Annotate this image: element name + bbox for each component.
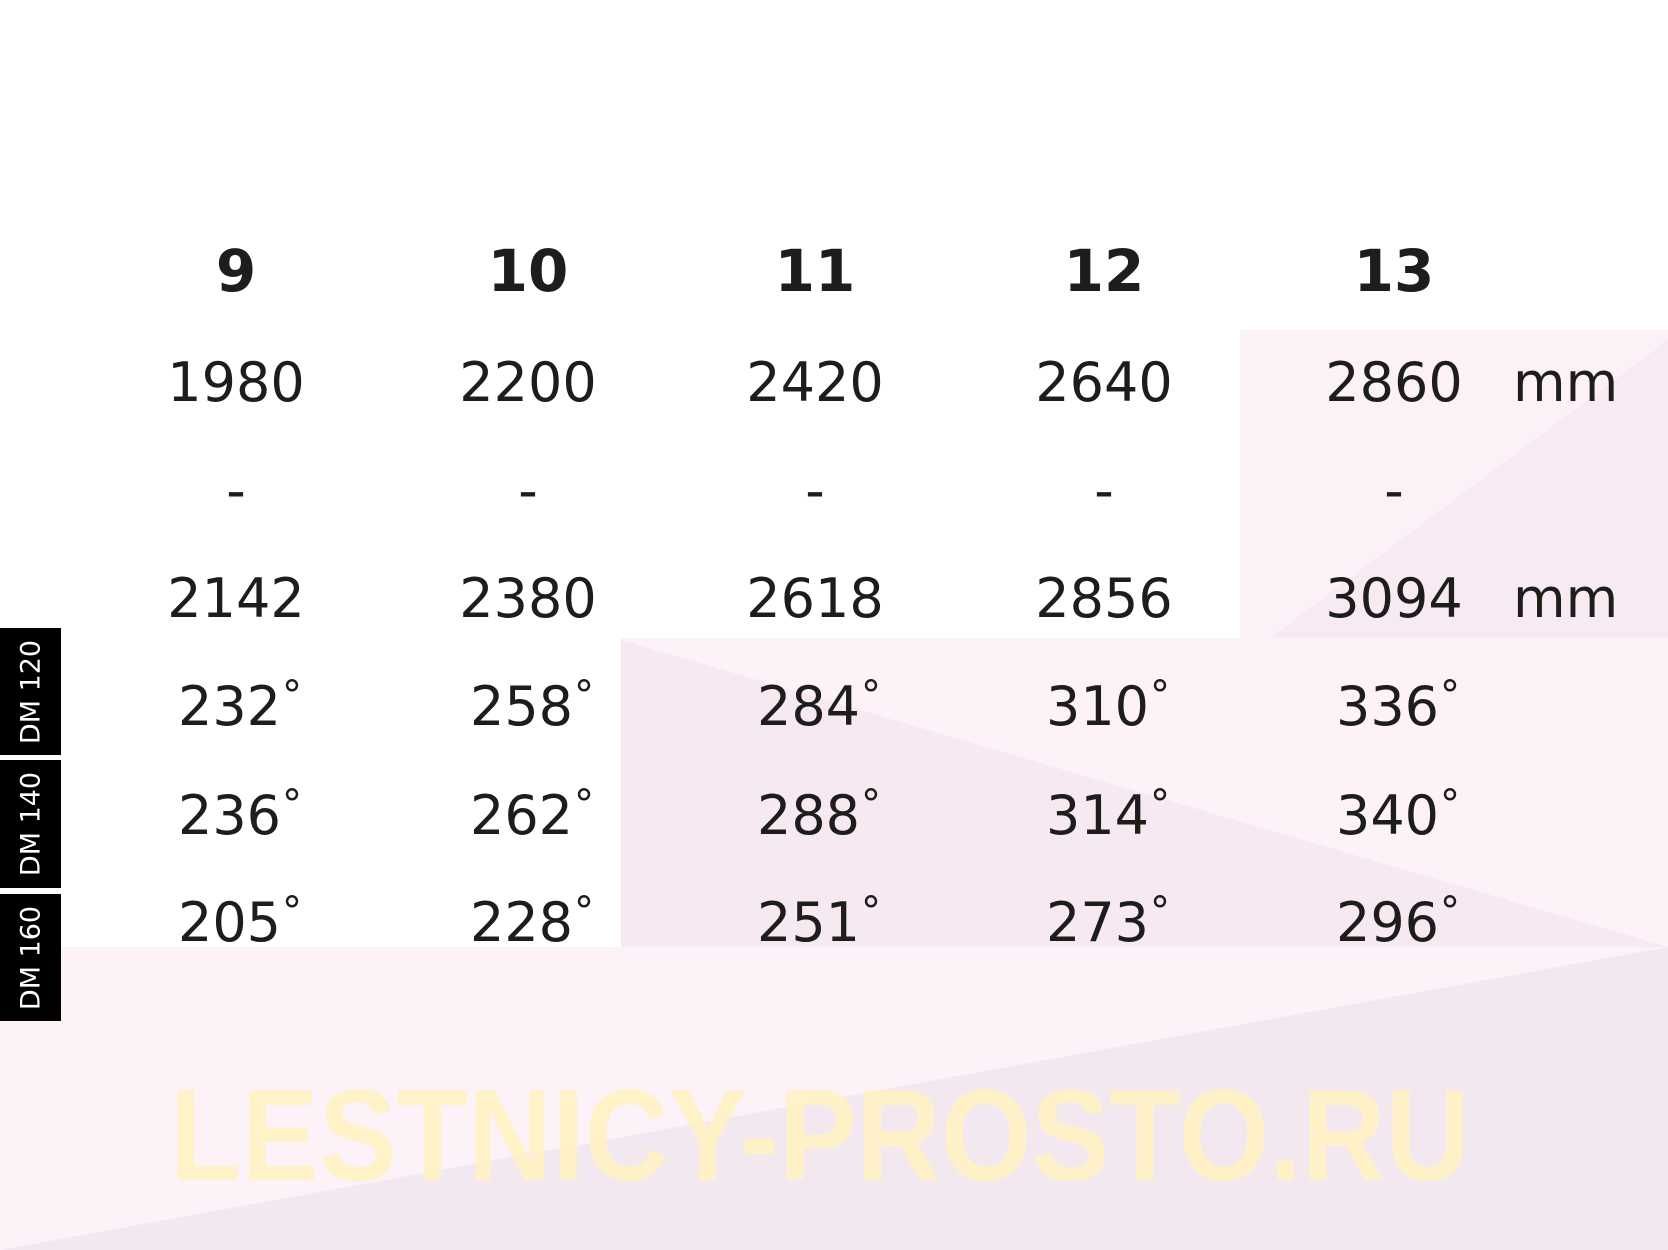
min-length: 2860 (1325, 351, 1463, 414)
min-length: 2420 (746, 351, 884, 414)
min-length: 2200 (459, 351, 597, 414)
angle-number: 273 (1045, 891, 1150, 954)
min-length: 2640 (1035, 351, 1173, 414)
row-label-text: DM 160 (15, 905, 46, 1010)
angle-number: 284 (756, 675, 861, 738)
max-length: 3094 (1325, 567, 1463, 630)
degree-symbol: ° (1440, 889, 1461, 935)
angle-number: 340 (1335, 784, 1440, 847)
degree-symbol: ° (861, 673, 882, 719)
degree-symbol: ° (574, 889, 595, 935)
column-header: 10 (487, 237, 569, 305)
degree-symbol: ° (1150, 673, 1171, 719)
angle-value: 314° (1046, 785, 1170, 843)
max-length: 2618 (746, 567, 884, 630)
max-length: 2856 (1035, 567, 1173, 630)
separator: - (1094, 459, 1114, 522)
angle-value: 262° (470, 785, 594, 843)
angle-value: 340° (1336, 785, 1460, 843)
angle-number: 228 (469, 891, 574, 954)
degree-symbol: ° (574, 673, 595, 719)
row-label-dm-120: DM 120 (0, 628, 61, 755)
angle-number: 296 (1335, 891, 1440, 954)
degree-symbol: ° (282, 889, 303, 935)
row-label-text: DM 120 (15, 639, 46, 744)
separator: - (226, 459, 246, 522)
angle-value: 336° (1336, 676, 1460, 734)
angle-value: 296° (1336, 892, 1460, 950)
angle-value: 273° (1046, 892, 1170, 950)
degree-symbol: ° (282, 782, 303, 828)
column-header: 9 (215, 237, 257, 305)
row-label-text: DM 140 (15, 771, 46, 877)
angle-number: 232 (177, 675, 282, 738)
degree-symbol: ° (282, 673, 303, 719)
separator: - (518, 459, 538, 522)
angle-value: 310° (1046, 676, 1170, 734)
degree-symbol: ° (574, 782, 595, 828)
degree-symbol: ° (861, 889, 882, 935)
angle-value: 251° (757, 892, 881, 950)
row-label-dm-140: DM 140 (0, 760, 61, 888)
separator: - (805, 459, 825, 522)
column-header: 11 (774, 237, 856, 305)
degree-symbol: ° (1440, 782, 1461, 828)
angle-number: 310 (1045, 675, 1150, 738)
angle-number: 236 (177, 784, 282, 847)
angle-number: 251 (756, 891, 861, 954)
angle-value: 236° (178, 785, 302, 843)
degree-symbol: ° (1440, 673, 1461, 719)
unit-label: mm (1513, 567, 1619, 630)
angle-value: 284° (757, 676, 881, 734)
max-length: 2380 (459, 567, 597, 630)
column-header: 12 (1063, 237, 1145, 305)
separator: - (1384, 459, 1404, 522)
angle-value: 228° (470, 892, 594, 950)
angle-value: 288° (757, 785, 881, 843)
column-header: 13 (1353, 237, 1435, 305)
degree-symbol: ° (861, 782, 882, 828)
angle-number: 205 (177, 891, 282, 954)
min-length: 1980 (167, 351, 305, 414)
degree-symbol: ° (1150, 889, 1171, 935)
angle-number: 258 (469, 675, 574, 738)
max-length: 2142 (167, 567, 305, 630)
unit-label: mm (1513, 351, 1619, 414)
angle-value: 232° (178, 676, 302, 734)
angle-number: 314 (1045, 784, 1150, 847)
row-label-dm-160: DM 160 (0, 894, 61, 1021)
angle-number: 336 (1335, 675, 1440, 738)
angle-number: 262 (469, 784, 574, 847)
angle-value: 258° (470, 676, 594, 734)
degree-symbol: ° (1150, 782, 1171, 828)
angle-value: 205° (178, 892, 302, 950)
angle-number: 288 (756, 784, 861, 847)
